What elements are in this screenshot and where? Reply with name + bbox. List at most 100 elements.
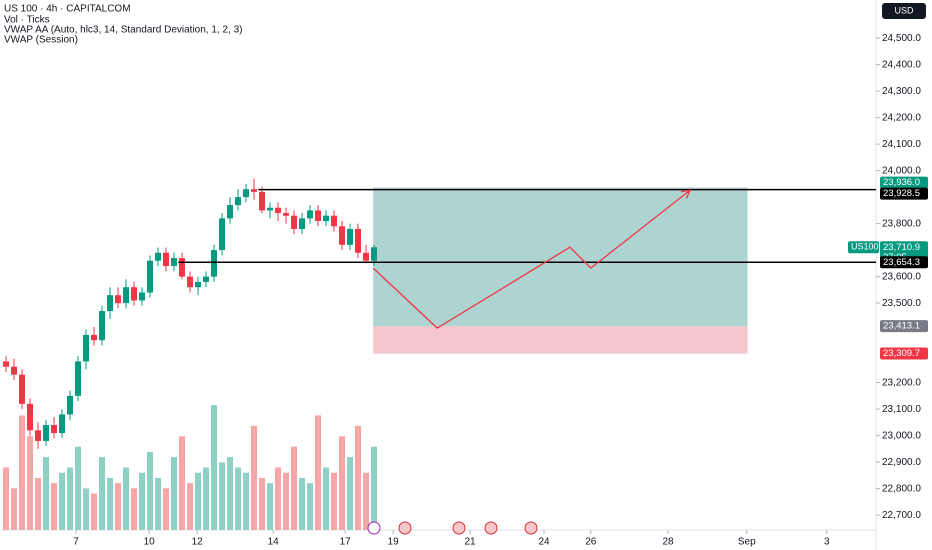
volume-bar (171, 457, 177, 530)
entry-label-box (880, 320, 928, 333)
candle-body (291, 215, 297, 229)
y-tick-label: 23,000.0 (882, 430, 921, 441)
x-tick-label: 12 (192, 537, 204, 548)
event-icon[interactable] (452, 521, 466, 535)
candle-body (371, 247, 377, 261)
volume-bar (123, 467, 129, 530)
currency[interactable]: USD (894, 5, 914, 15)
volume-bar (227, 457, 233, 530)
candle-body (163, 252, 169, 267)
candle-body (275, 207, 281, 214)
event-icon[interactable] (484, 521, 498, 535)
volume-bar (27, 436, 33, 530)
candle-body (155, 252, 161, 261)
candle-body (259, 191, 265, 211)
volume-bar (203, 467, 209, 530)
volume-bar (251, 425, 257, 530)
x-tick-label: 14 (268, 537, 280, 548)
symbol-tag-box (848, 241, 879, 254)
legend-line: Vol · Ticks (4, 15, 50, 26)
volume-bar (51, 483, 57, 530)
candle-body (283, 213, 289, 216)
event-icon[interactable] (524, 521, 538, 535)
y-tick-label: 24,500.0 (882, 33, 921, 44)
candle-body (19, 374, 25, 404)
candle-body (171, 258, 177, 267)
y-tick-label: 23,100.0 (882, 404, 921, 415)
candle-body (139, 292, 145, 301)
y-tick-label: 22,800.0 (882, 483, 921, 494)
volume-bar (371, 446, 377, 530)
candle-body (179, 258, 185, 277)
volume-bar (131, 488, 137, 530)
volume-bar (291, 446, 297, 530)
candle-body (123, 287, 129, 304)
volume-bar (347, 457, 353, 530)
x-tick-label: 21 (464, 537, 476, 548)
volume-bar (115, 483, 121, 530)
projection-path (372, 189, 691, 329)
volume-bar (83, 488, 89, 530)
volume-bar (235, 467, 241, 530)
y-tick-label: 23,600.0 (882, 271, 921, 282)
event-icon[interactable] (367, 521, 381, 535)
volume-bar (179, 436, 185, 530)
volume-bar (299, 477, 305, 530)
volume-bar (139, 472, 145, 530)
candle-body (227, 205, 233, 219)
volume-bar (67, 467, 73, 530)
y-tick-label: 24,100.0 (882, 139, 921, 150)
x-tick-label: 7 (73, 537, 79, 548)
candle-body (91, 334, 97, 341)
volume-bar (315, 415, 321, 530)
level-label-box (880, 187, 928, 200)
x-tick-label: 28 (662, 537, 674, 548)
volume-bar (267, 483, 273, 530)
candle-body (203, 276, 209, 282)
symbol-tag: US100 (851, 242, 879, 252)
candle-body (59, 414, 65, 433)
event-icons (367, 521, 538, 535)
candle-body (11, 366, 17, 375)
candle-body (83, 334, 89, 362)
candle-body (131, 287, 137, 301)
candle-body (219, 218, 225, 251)
candle-body (323, 215, 329, 221)
candle-body (115, 295, 121, 304)
candle-body (187, 276, 193, 288)
entry-label: 23,413.1 (883, 321, 920, 332)
volume-bar (219, 462, 225, 530)
volume-bar (75, 446, 81, 530)
volume-bar (243, 472, 249, 530)
target-label: 23,936.0 (883, 177, 920, 188)
volume-bar (187, 483, 193, 530)
candle-body (75, 361, 81, 396)
candle-body (67, 395, 73, 415)
volume-bar (259, 477, 265, 530)
candle-body (251, 189, 257, 192)
volume-bar (323, 467, 329, 530)
candle-body (347, 228, 353, 245)
volume-bar (163, 488, 169, 530)
price-label: 23,710.9 (883, 242, 920, 253)
currency-button[interactable] (882, 3, 926, 19)
candle-body (299, 218, 305, 229)
candle-body (339, 226, 345, 245)
stop-label-box (880, 347, 928, 360)
volume-bar (155, 477, 161, 530)
volume-bar (19, 415, 25, 530)
candle-body (355, 228, 361, 253)
x-tick-label: 3 (824, 537, 830, 548)
volume-bar (307, 483, 313, 530)
candle-body (107, 295, 113, 312)
candle-body (235, 197, 241, 206)
legend-line: US 100 · 4h · CAPITALCOM (4, 4, 131, 15)
stop-label: 23,309.7 (883, 348, 920, 359)
candle-body (35, 430, 41, 441)
event-icon[interactable] (398, 521, 412, 535)
profit-zone (373, 187, 748, 327)
candle-body (99, 311, 105, 341)
candle-body (315, 210, 321, 221)
